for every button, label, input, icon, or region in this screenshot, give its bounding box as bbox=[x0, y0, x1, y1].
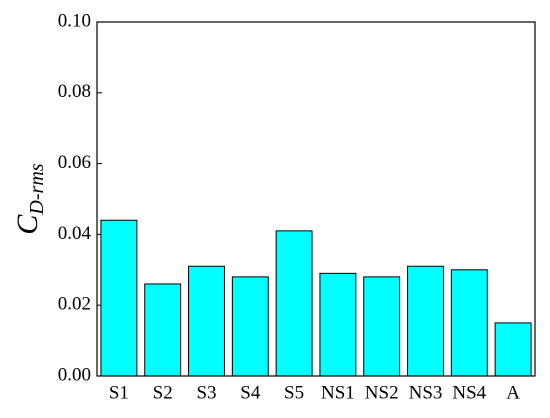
plot-frame bbox=[96, 21, 536, 377]
bar bbox=[100, 219, 138, 377]
bar bbox=[319, 272, 357, 377]
x-tick-label: A bbox=[506, 382, 520, 403]
bar bbox=[363, 276, 401, 377]
y-tick-label: 0.04 bbox=[58, 223, 92, 244]
y-tick-label: 0.06 bbox=[58, 152, 91, 173]
bar bbox=[231, 276, 269, 377]
x-tick-label: S3 bbox=[196, 382, 216, 403]
y-axis-label: CD-rms bbox=[11, 163, 48, 234]
x-tick-label: S5 bbox=[284, 382, 304, 403]
x-tick-label: NS3 bbox=[409, 382, 443, 403]
y-tick-label: 0.10 bbox=[58, 10, 91, 31]
x-tick-label: NS2 bbox=[365, 382, 399, 403]
x-tick-label: NS4 bbox=[452, 382, 486, 403]
y-tick-label: 0.08 bbox=[58, 81, 91, 102]
bar bbox=[494, 322, 532, 377]
x-tick-label: S1 bbox=[109, 382, 129, 403]
y-axis-label-main: C bbox=[11, 214, 44, 235]
y-tick-label: 0.02 bbox=[58, 294, 91, 315]
bar bbox=[188, 265, 225, 377]
bar bbox=[407, 265, 444, 377]
bar bbox=[275, 230, 313, 377]
bar bbox=[450, 269, 488, 377]
x-tick-label: S4 bbox=[240, 382, 261, 403]
x-tick-label: NS1 bbox=[321, 382, 355, 403]
x-tick-label: S2 bbox=[153, 382, 173, 403]
y-tick-label: 0.00 bbox=[58, 364, 91, 385]
y-axis-label-sub: D-rms bbox=[26, 163, 48, 215]
bar bbox=[144, 283, 182, 377]
